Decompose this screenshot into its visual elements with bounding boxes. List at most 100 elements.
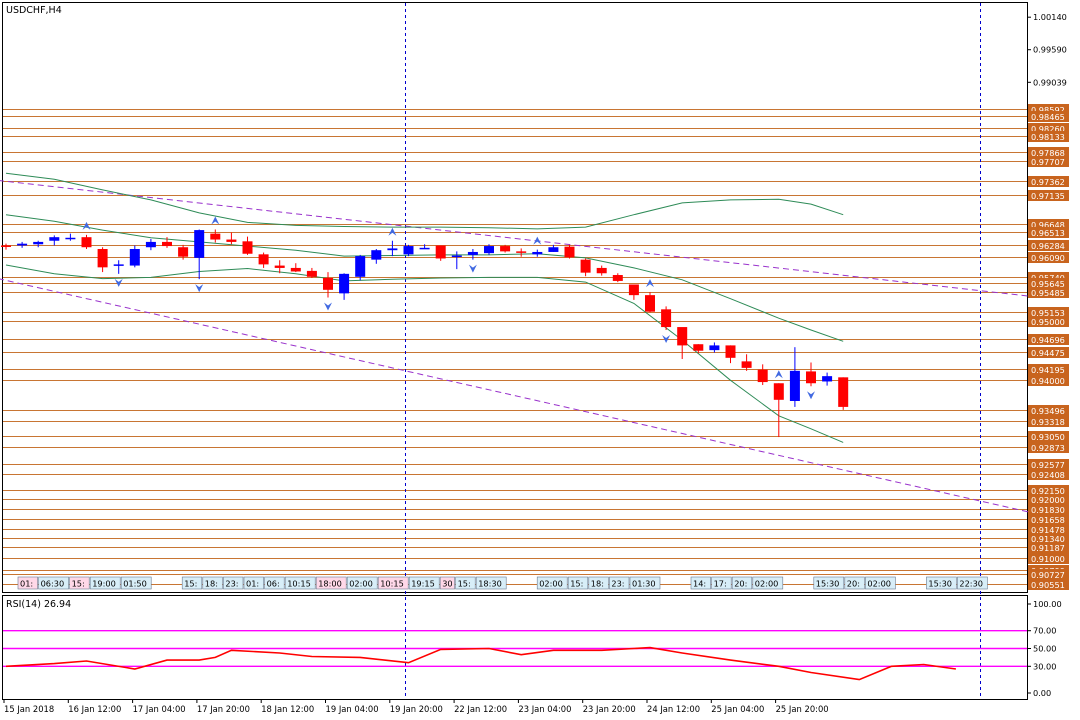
level-price-tag xyxy=(1028,190,1069,201)
session-box-bg xyxy=(38,576,69,590)
level-price-text: 0.96648 xyxy=(1031,220,1065,230)
candle xyxy=(484,244,494,255)
candle-body xyxy=(693,344,704,351)
level-price-text: 0.92873 xyxy=(1031,443,1065,453)
candle-body xyxy=(741,361,752,368)
level-price-text: 0.91000 xyxy=(1031,554,1065,564)
candle-body xyxy=(628,284,639,296)
session-box: 15: xyxy=(567,576,589,590)
level-price-tag xyxy=(1028,219,1069,230)
time-tick-label: 19 Jan 04:00 xyxy=(326,704,379,714)
session-box: 01: xyxy=(17,576,38,590)
level-price-label: 0.94696 xyxy=(1028,334,1069,345)
time-tick-label: 24 Jan 12:00 xyxy=(647,704,700,714)
session-box: 19:15 xyxy=(408,576,440,590)
candle xyxy=(516,248,527,257)
session-box: 15: xyxy=(69,576,90,590)
candle-body xyxy=(210,233,221,240)
level-price-text: 0.95645 xyxy=(1031,279,1065,289)
session-box-label: 01:50 xyxy=(123,579,147,589)
candle-body xyxy=(596,267,607,274)
session-box-bg xyxy=(865,576,896,590)
session-box-label: 15:30 xyxy=(816,579,840,589)
level-price-text: 0.94195 xyxy=(1031,365,1065,375)
candle xyxy=(532,249,543,257)
bollinger-lower xyxy=(5,264,844,443)
candle-body xyxy=(81,237,92,248)
level-price-text: 0.94696 xyxy=(1031,335,1065,345)
session-box: 20: xyxy=(731,576,753,590)
candle-body xyxy=(677,327,688,346)
level-price-label: 0.92000 xyxy=(1028,494,1069,505)
level-price-label: 0.96648 xyxy=(1028,219,1069,230)
candle-body xyxy=(162,241,172,247)
session-box-bg xyxy=(264,576,285,590)
candle xyxy=(741,354,752,371)
session-box: 23: xyxy=(609,576,630,590)
candle-body xyxy=(484,246,494,254)
level-price-label: 0.96090 xyxy=(1028,252,1069,263)
candle xyxy=(97,247,108,273)
session-box-label: 23: xyxy=(225,579,238,589)
session-boxes: 01: 06:30 15: 19:00 01:50 15: 18: 23: 01: 06: 10:1… xyxy=(17,576,988,590)
level-price-text: 0.97868 xyxy=(1031,148,1065,158)
bollinger-upper xyxy=(5,172,844,230)
candle-body xyxy=(1,245,11,247)
session-box: 10:15 xyxy=(377,576,409,590)
session-box-label: 15: xyxy=(184,579,197,589)
rsi-tick-label: 70.00 xyxy=(1033,626,1056,636)
level-price-text: 0.95485 xyxy=(1031,288,1065,298)
level-price-label: 0.93496 xyxy=(1028,405,1069,416)
session-box: 20: xyxy=(844,576,865,590)
session-box-label: 18: xyxy=(205,579,218,589)
fractal-down-marker xyxy=(807,391,815,400)
candle-body xyxy=(822,376,833,382)
session-box-bg xyxy=(181,576,203,590)
candle-body xyxy=(145,241,156,248)
session-box-bg xyxy=(346,576,378,590)
level-price-tag xyxy=(1028,347,1069,358)
candle-body xyxy=(178,247,189,257)
session-box: 02:00 xyxy=(752,576,784,590)
level-price-tag xyxy=(1028,579,1069,590)
candle-body xyxy=(451,255,462,258)
candle-body xyxy=(645,295,655,312)
level-price-text: 0.91340 xyxy=(1031,534,1065,544)
level-price-text: 0.91830 xyxy=(1031,505,1065,515)
time-tick-label: 17 Jan 04:00 xyxy=(133,704,186,714)
level-price-label: 0.90727 xyxy=(1028,569,1069,580)
session-box: 01:50 xyxy=(120,576,152,590)
candle xyxy=(725,345,736,364)
level-price-text: 0.93050 xyxy=(1031,432,1065,442)
session-box-label: 22:30 xyxy=(959,579,983,589)
level-price-label: 0.98133 xyxy=(1028,131,1069,142)
session-box-bg xyxy=(711,576,732,590)
session-box-label: 15: xyxy=(458,579,471,589)
candle-body xyxy=(435,245,446,259)
session-box-bg xyxy=(813,576,845,590)
candle-body xyxy=(194,230,205,258)
session-box: 18: xyxy=(588,576,609,590)
level-price-label: 0.91000 xyxy=(1028,553,1069,564)
price-tick-label: 0.99590 xyxy=(1033,45,1067,55)
level-price-label: 0.92577 xyxy=(1028,459,1069,470)
candle xyxy=(355,254,366,281)
session-box-label: 10:15 xyxy=(287,579,311,589)
session-box-bg xyxy=(69,576,90,590)
candle xyxy=(709,342,720,353)
level-price-label: 0.97868 xyxy=(1028,147,1069,158)
level-price-label: 0.92150 xyxy=(1028,485,1069,496)
session-box-label: 15: xyxy=(570,579,583,589)
level-price-label: 0.95000 xyxy=(1028,316,1069,327)
level-price-text: 0.95153 xyxy=(1031,308,1065,318)
session-box-bg xyxy=(844,576,865,590)
candle-body xyxy=(129,249,140,266)
candle xyxy=(612,273,623,283)
level-price-label: 0.97135 xyxy=(1028,190,1069,201)
level-price-text: 0.92000 xyxy=(1031,495,1065,505)
session-box: 02:00 xyxy=(865,576,896,590)
candle-body xyxy=(226,239,237,242)
session-box-label: 20: xyxy=(734,579,747,589)
price-tick-label: 1.00140 xyxy=(1033,12,1067,22)
